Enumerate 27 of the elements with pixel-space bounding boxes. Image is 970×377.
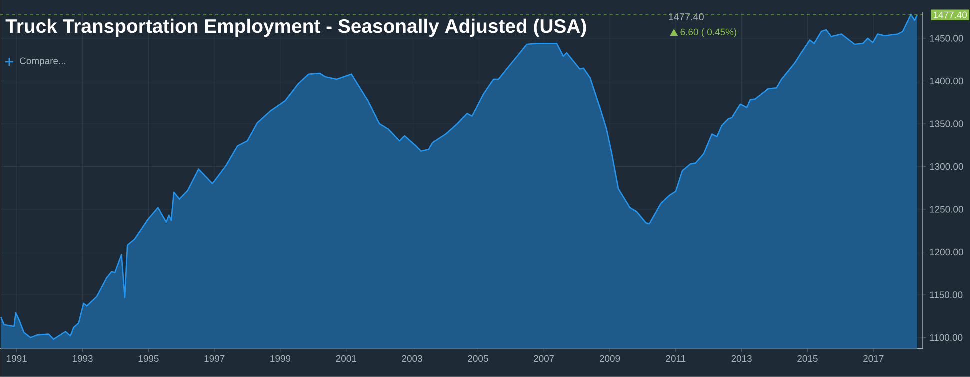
x-tick-label: 2003 xyxy=(402,355,422,362)
y-tick-label: 1150.00 xyxy=(930,292,963,298)
y-tick-label: 1250.00 xyxy=(930,206,964,213)
x-tick-label: 2001 xyxy=(336,355,356,362)
annotation: 1477.40 xyxy=(669,14,704,21)
ref-line-label: 1477.40 xyxy=(934,12,968,18)
y-tick-label: 1300.00 xyxy=(930,163,964,170)
annotation: 6.60 ( 0.45%) xyxy=(680,28,737,38)
x-tick-label: 2009 xyxy=(600,355,620,362)
annotation: Compare... xyxy=(20,58,66,66)
x-tick-label: 1999 xyxy=(270,355,291,362)
y-tick-label: 1450.00 xyxy=(930,35,964,42)
y-tick-label: 1350.00 xyxy=(930,120,964,128)
x-tick-label: 2011 xyxy=(666,355,686,362)
x-tick-label: 2015 xyxy=(798,355,818,362)
x-tick-label: 1995 xyxy=(138,355,159,362)
x-tick-label: 1993 xyxy=(72,355,93,362)
y-tick-label: 1100.00 xyxy=(930,334,963,342)
y-tick-label: 1400.00 xyxy=(930,78,964,85)
x-tick-label: 1991 xyxy=(7,355,27,362)
y-tick-label: 1200.00 xyxy=(930,248,964,256)
x-tick-label: 2017 xyxy=(864,355,884,362)
chart-title: Truck Transportation Employment - Seasonally Adjusted (USA) xyxy=(6,19,586,38)
x-tick-label: 1997 xyxy=(204,355,225,362)
x-tick-label: 2005 xyxy=(468,355,488,362)
x-tick-label: 2013 xyxy=(732,355,752,362)
x-tick-label: 2007 xyxy=(534,355,554,362)
